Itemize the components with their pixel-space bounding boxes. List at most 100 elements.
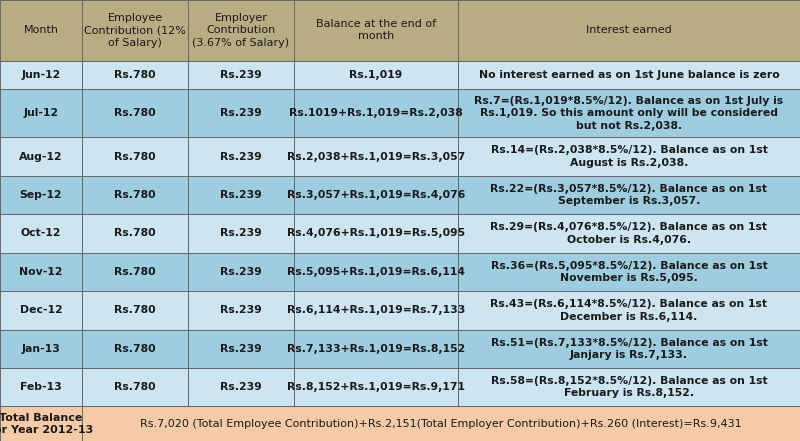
Bar — [0, 214, 82, 253]
Text: Sep-12: Sep-12 — [20, 190, 62, 200]
Bar — [82, 214, 188, 253]
Bar — [458, 0, 800, 60]
Bar — [458, 329, 800, 368]
Bar — [188, 0, 294, 60]
Bar — [294, 253, 458, 291]
Text: Balance at the end of
month: Balance at the end of month — [316, 19, 436, 41]
Bar — [188, 60, 294, 90]
Text: Rs.1,019: Rs.1,019 — [350, 70, 402, 80]
Text: Rs.29=(Rs.4,076*8.5%/12). Balance as on 1st
October is Rs.4,076.: Rs.29=(Rs.4,076*8.5%/12). Balance as on … — [490, 222, 767, 245]
Text: Rs.8,152+Rs.1,019=Rs.9,171: Rs.8,152+Rs.1,019=Rs.9,171 — [287, 382, 465, 392]
Bar — [458, 368, 800, 407]
Text: Rs.780: Rs.780 — [114, 267, 156, 277]
Text: Rs.4,076+Rs.1,019=Rs.5,095: Rs.4,076+Rs.1,019=Rs.5,095 — [287, 228, 465, 239]
Text: Total Balance
for Year 2012-13: Total Balance for Year 2012-13 — [0, 412, 93, 435]
Text: Rs.239: Rs.239 — [220, 344, 262, 354]
Text: Rs.239: Rs.239 — [220, 305, 262, 315]
Bar — [82, 138, 188, 176]
Bar — [294, 214, 458, 253]
Text: Rs.239: Rs.239 — [220, 228, 262, 239]
Text: Rs.780: Rs.780 — [114, 228, 156, 239]
Text: Nov-12: Nov-12 — [19, 267, 62, 277]
Bar — [188, 90, 294, 138]
Bar — [0, 0, 82, 60]
Bar — [0, 253, 82, 291]
Bar — [458, 253, 800, 291]
Text: Rs.1019+Rs.1,019=Rs.2,038: Rs.1019+Rs.1,019=Rs.2,038 — [289, 108, 463, 118]
Bar — [458, 90, 800, 138]
Text: Rs.239: Rs.239 — [220, 152, 262, 161]
Text: Rs.780: Rs.780 — [114, 190, 156, 200]
Text: Rs.3,057+Rs.1,019=Rs.4,076: Rs.3,057+Rs.1,019=Rs.4,076 — [287, 190, 465, 200]
Bar — [294, 0, 458, 60]
Text: Rs.7,020 (Total Employee Contribution)+Rs.2,151(Total Employer Contribution)+Rs.: Rs.7,020 (Total Employee Contribution)+R… — [140, 419, 742, 429]
Text: Rs.239: Rs.239 — [220, 190, 262, 200]
Bar — [294, 138, 458, 176]
Bar — [0, 90, 82, 138]
Bar — [0, 60, 82, 90]
Text: Rs.43=(Rs.6,114*8.5%/12). Balance as on 1st
December is Rs.6,114.: Rs.43=(Rs.6,114*8.5%/12). Balance as on … — [490, 299, 767, 321]
Bar — [82, 60, 188, 90]
Bar — [82, 0, 188, 60]
Bar — [458, 176, 800, 214]
Bar — [458, 214, 800, 253]
Bar — [82, 368, 188, 407]
Bar — [188, 214, 294, 253]
Bar — [188, 176, 294, 214]
Text: Rs.14=(Rs.2,038*8.5%/12). Balance as on 1st
August is Rs.2,038.: Rs.14=(Rs.2,038*8.5%/12). Balance as on … — [490, 146, 767, 168]
Bar — [458, 138, 800, 176]
Bar — [458, 60, 800, 90]
Text: Rs.2,038+Rs.1,019=Rs.3,057: Rs.2,038+Rs.1,019=Rs.3,057 — [287, 152, 465, 161]
Text: Rs.239: Rs.239 — [220, 70, 262, 80]
Text: Rs.780: Rs.780 — [114, 152, 156, 161]
Text: Jan-13: Jan-13 — [22, 344, 61, 354]
Bar — [0, 291, 82, 329]
Text: Rs.780: Rs.780 — [114, 382, 156, 392]
Text: Interest earned: Interest earned — [586, 25, 672, 35]
Text: Rs.239: Rs.239 — [220, 382, 262, 392]
Bar — [294, 329, 458, 368]
Text: Feb-13: Feb-13 — [20, 382, 62, 392]
Bar — [82, 291, 188, 329]
Bar — [458, 291, 800, 329]
Text: Rs.51=(Rs.7,133*8.5%/12). Balance as on 1st
Janjary is Rs.7,133.: Rs.51=(Rs.7,133*8.5%/12). Balance as on … — [490, 337, 767, 360]
Text: Rs.7=(Rs.1,019*8.5%/12). Balance as on 1st July is
Rs.1,019. So this amount only: Rs.7=(Rs.1,019*8.5%/12). Balance as on 1… — [474, 96, 783, 131]
Bar — [82, 407, 800, 441]
Text: Rs.239: Rs.239 — [220, 108, 262, 118]
Text: Dec-12: Dec-12 — [20, 305, 62, 315]
Bar — [294, 176, 458, 214]
Bar — [0, 138, 82, 176]
Bar — [294, 368, 458, 407]
Bar — [0, 329, 82, 368]
Bar — [294, 60, 458, 90]
Text: Employer
Contribution
(3.67% of Salary): Employer Contribution (3.67% of Salary) — [193, 13, 290, 48]
Text: No interest earned as on 1st June balance is zero: No interest earned as on 1st June balanc… — [478, 70, 779, 80]
Bar — [0, 368, 82, 407]
Bar — [188, 253, 294, 291]
Text: Oct-12: Oct-12 — [21, 228, 62, 239]
Text: Rs.780: Rs.780 — [114, 108, 156, 118]
Text: Jun-12: Jun-12 — [22, 70, 61, 80]
Bar — [82, 253, 188, 291]
Text: Rs.239: Rs.239 — [220, 267, 262, 277]
Text: Rs.5,095+Rs.1,019=Rs.6,114: Rs.5,095+Rs.1,019=Rs.6,114 — [287, 267, 465, 277]
Bar — [0, 407, 82, 441]
Bar — [82, 176, 188, 214]
Text: Rs.58=(Rs.8,152*8.5%/12). Balance as on 1st
February is Rs.8,152.: Rs.58=(Rs.8,152*8.5%/12). Balance as on … — [490, 376, 767, 398]
Bar — [188, 329, 294, 368]
Text: Rs.7,133+Rs.1,019=Rs.8,152: Rs.7,133+Rs.1,019=Rs.8,152 — [287, 344, 465, 354]
Text: Rs.22=(Rs.3,057*8.5%/12). Balance as on 1st
September is Rs.3,057.: Rs.22=(Rs.3,057*8.5%/12). Balance as on … — [490, 184, 767, 206]
Text: Jul-12: Jul-12 — [23, 108, 58, 118]
Text: Rs.36=(Rs.5,095*8.5%/12). Balance as on 1st
November is Rs.5,095.: Rs.36=(Rs.5,095*8.5%/12). Balance as on … — [490, 261, 767, 283]
Bar — [294, 90, 458, 138]
Text: Rs.780: Rs.780 — [114, 344, 156, 354]
Text: Month: Month — [23, 25, 58, 35]
Bar — [188, 291, 294, 329]
Text: Employee
Contribution (12%
of Salary): Employee Contribution (12% of Salary) — [84, 13, 186, 48]
Bar — [0, 176, 82, 214]
Text: Rs.780: Rs.780 — [114, 305, 156, 315]
Bar — [82, 90, 188, 138]
Bar — [294, 291, 458, 329]
Text: Rs.6,114+Rs.1,019=Rs.7,133: Rs.6,114+Rs.1,019=Rs.7,133 — [287, 305, 465, 315]
Text: Rs.780: Rs.780 — [114, 70, 156, 80]
